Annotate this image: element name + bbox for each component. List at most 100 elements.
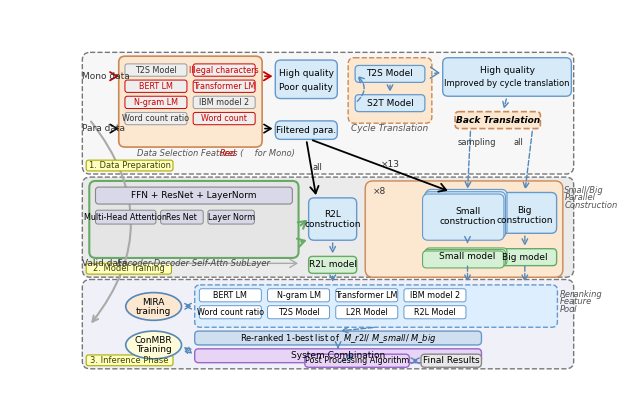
FancyBboxPatch shape [422, 194, 504, 240]
Text: all: all [312, 163, 323, 171]
FancyBboxPatch shape [83, 279, 573, 369]
Text: R2L: R2L [324, 210, 341, 219]
FancyBboxPatch shape [125, 96, 187, 108]
Text: Pool: Pool [560, 305, 577, 314]
Text: Parallel: Parallel [564, 193, 595, 202]
Text: Big: Big [518, 206, 532, 215]
Text: Layer Norm: Layer Norm [207, 213, 255, 221]
Text: Filtered para.: Filtered para. [276, 126, 337, 135]
Text: sampling: sampling [458, 138, 496, 147]
FancyBboxPatch shape [493, 249, 557, 266]
FancyBboxPatch shape [161, 210, 204, 224]
Text: T2S Model: T2S Model [278, 308, 319, 317]
FancyBboxPatch shape [195, 349, 481, 363]
Text: T2S Model: T2S Model [367, 69, 413, 78]
Text: Back Translation: Back Translation [456, 116, 540, 125]
FancyBboxPatch shape [275, 60, 337, 98]
Text: L2R Model: L2R Model [346, 308, 388, 317]
Text: S2T Model: S2T Model [367, 99, 413, 108]
Text: Word count ratio: Word count ratio [196, 308, 264, 317]
FancyBboxPatch shape [95, 210, 156, 224]
FancyBboxPatch shape [336, 289, 397, 302]
Text: 2. Model Training: 2. Model Training [93, 264, 164, 273]
FancyBboxPatch shape [424, 192, 506, 238]
FancyBboxPatch shape [336, 306, 397, 319]
Text: Word count ratio: Word count ratio [122, 114, 189, 123]
Text: BERT LM: BERT LM [139, 82, 173, 91]
Text: Word count: Word count [201, 114, 247, 123]
FancyBboxPatch shape [193, 96, 255, 108]
Text: Improved by cycle translation: Improved by cycle translation [444, 79, 570, 88]
Text: construction: construction [305, 220, 361, 229]
Text: Small model: Small model [439, 252, 496, 261]
FancyBboxPatch shape [404, 289, 466, 302]
Text: Illegal characters: Illegal characters [189, 65, 259, 75]
Text: High quality: High quality [479, 66, 534, 75]
FancyBboxPatch shape [86, 263, 172, 274]
FancyBboxPatch shape [125, 113, 187, 125]
FancyBboxPatch shape [125, 64, 187, 76]
Text: Small/Big: Small/Big [564, 186, 604, 195]
Text: Re-ranked 1-best list of  $M\_r2l$/ $M\_small$/ $M\_big$: Re-ranked 1-best list of $M\_r2l$/ $M\_s… [240, 332, 436, 344]
Text: Small: Small [455, 207, 480, 216]
Text: Feature: Feature [560, 297, 592, 306]
FancyBboxPatch shape [275, 121, 337, 139]
Text: construction: construction [497, 216, 553, 225]
Ellipse shape [125, 331, 182, 359]
Text: Transformer LM: Transformer LM [193, 82, 255, 91]
Text: Data Selection Features (: Data Selection Features ( [137, 149, 244, 158]
Text: Transformer LM: Transformer LM [335, 291, 398, 300]
FancyBboxPatch shape [86, 160, 173, 171]
FancyBboxPatch shape [493, 193, 557, 233]
Text: BERT LM: BERT LM [213, 291, 247, 300]
Text: Reranking: Reranking [560, 290, 602, 299]
FancyBboxPatch shape [199, 306, 261, 319]
FancyBboxPatch shape [308, 256, 356, 273]
FancyBboxPatch shape [125, 80, 187, 93]
FancyBboxPatch shape [305, 354, 410, 367]
FancyBboxPatch shape [195, 285, 557, 327]
Text: MIRA: MIRA [143, 298, 165, 307]
FancyBboxPatch shape [208, 210, 254, 224]
FancyBboxPatch shape [443, 58, 572, 96]
Text: High quality: High quality [279, 69, 334, 78]
Text: ConMBR: ConMBR [135, 336, 172, 345]
FancyBboxPatch shape [95, 187, 292, 204]
FancyBboxPatch shape [83, 53, 573, 174]
FancyBboxPatch shape [365, 181, 563, 277]
FancyBboxPatch shape [119, 56, 262, 147]
Text: Mono data: Mono data [81, 72, 129, 81]
FancyBboxPatch shape [426, 248, 507, 265]
Text: Res Net: Res Net [166, 213, 197, 221]
Text: for Mono): for Mono) [252, 149, 295, 158]
Text: 1. Data Preparation: 1. Data Preparation [88, 161, 171, 170]
FancyBboxPatch shape [199, 289, 261, 302]
Text: N-gram LM: N-gram LM [134, 98, 178, 107]
Text: Training: Training [136, 345, 172, 354]
Text: Red: Red [220, 149, 236, 158]
FancyBboxPatch shape [404, 306, 466, 319]
Text: IBM model 2: IBM model 2 [199, 98, 249, 107]
Text: ×13: ×13 [381, 159, 399, 168]
Text: Final Results: Final Results [423, 356, 479, 365]
Text: Valid data: Valid data [81, 259, 127, 268]
Text: R2L Model: R2L Model [414, 308, 456, 317]
Text: T2S Model: T2S Model [135, 65, 177, 75]
FancyBboxPatch shape [426, 189, 507, 236]
Text: 3. Inference Phase: 3. Inference Phase [90, 356, 169, 365]
Text: ×8: ×8 [373, 187, 386, 196]
Text: R2L model: R2L model [308, 260, 356, 269]
Text: Construction: Construction [564, 201, 618, 210]
FancyBboxPatch shape [424, 249, 506, 266]
Ellipse shape [125, 293, 182, 320]
Text: construction: construction [439, 217, 496, 226]
FancyBboxPatch shape [348, 58, 432, 123]
FancyBboxPatch shape [90, 181, 298, 258]
Text: N-gram LM: N-gram LM [276, 291, 321, 300]
FancyBboxPatch shape [83, 177, 573, 277]
Text: Encoder-Decoder Self-Attn SubLayer: Encoder-Decoder Self-Attn SubLayer [117, 259, 271, 268]
Text: Poor quality: Poor quality [280, 83, 333, 91]
FancyBboxPatch shape [268, 289, 330, 302]
Text: System Combination: System Combination [291, 351, 385, 360]
Text: IBM model 2: IBM model 2 [410, 291, 460, 300]
